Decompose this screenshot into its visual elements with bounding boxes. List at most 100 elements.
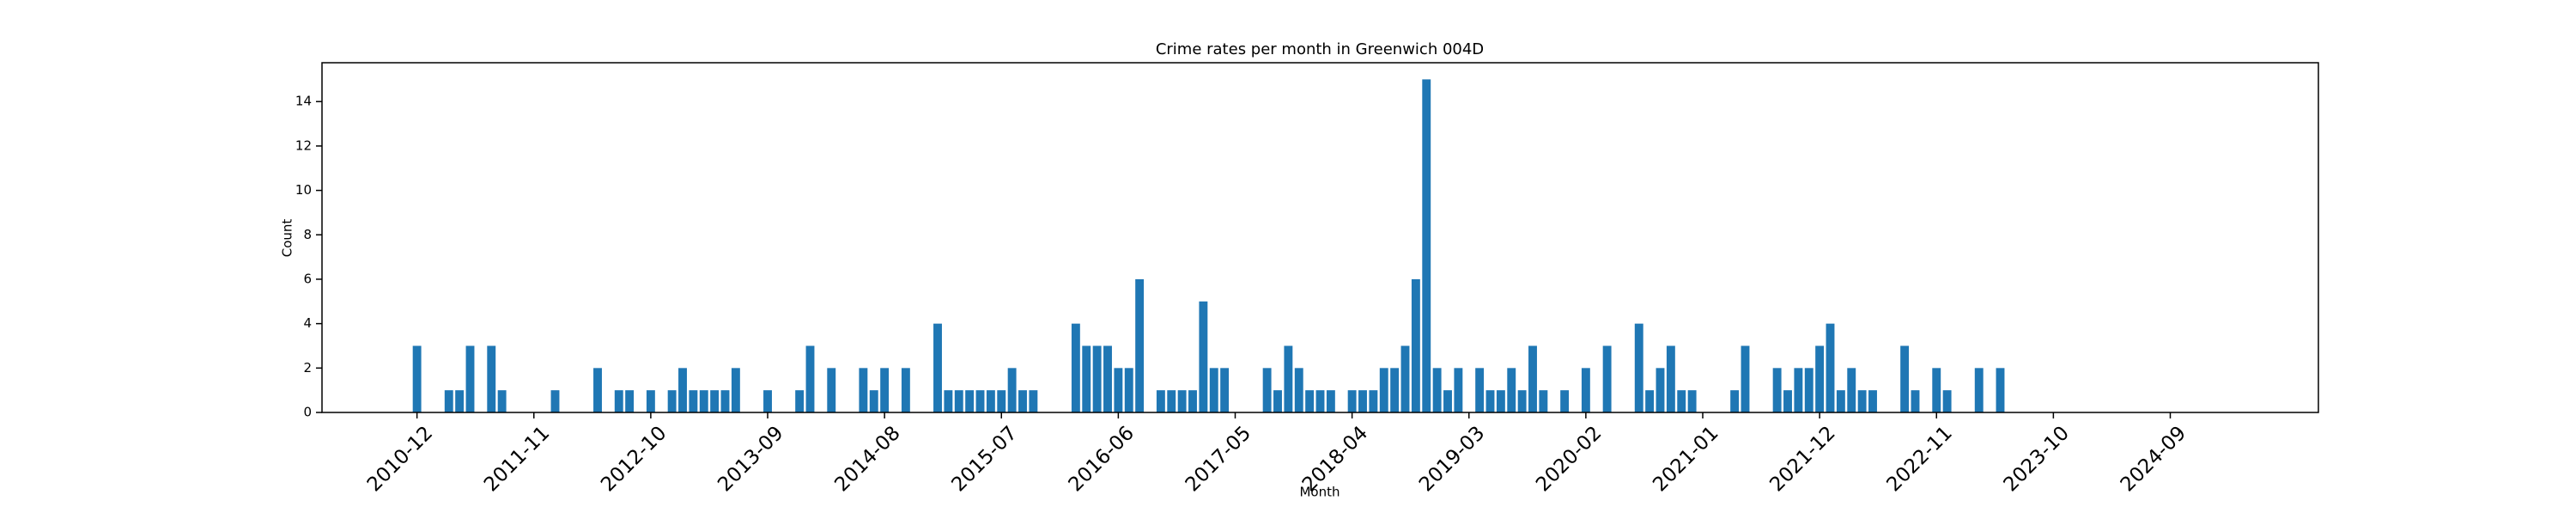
bar (455, 390, 465, 412)
bar (859, 368, 868, 412)
x-tick-label: 2020-02 (1532, 422, 1606, 496)
bar (1847, 368, 1856, 412)
bar (1645, 390, 1655, 412)
bar (1315, 390, 1325, 412)
bar (1666, 345, 1675, 412)
bar (731, 368, 740, 412)
bar (827, 368, 836, 412)
bar (487, 345, 496, 412)
bar (1177, 390, 1187, 412)
bar (1804, 368, 1814, 412)
x-tick-label: 2021-01 (1649, 422, 1722, 496)
bar (1687, 390, 1697, 412)
bar (1539, 390, 1548, 412)
bar (1432, 368, 1442, 412)
bar (1092, 345, 1102, 412)
bar (1305, 390, 1315, 412)
x-tick-label: 2013-09 (714, 422, 787, 496)
x-tick-label: 2010-12 (363, 422, 437, 496)
bar (1273, 390, 1282, 412)
bar (497, 390, 507, 412)
bar (1730, 390, 1740, 412)
bar (1942, 390, 1952, 412)
bar (1496, 390, 1505, 412)
bar (986, 390, 995, 412)
bar (1741, 345, 1750, 412)
bar (1167, 390, 1176, 412)
bar (1772, 368, 1782, 412)
bar (1507, 368, 1516, 412)
bar (1379, 368, 1388, 412)
bar (1156, 390, 1165, 412)
bar (1602, 345, 1612, 412)
bar (1560, 390, 1570, 412)
y-tick-label: 4 (303, 315, 312, 331)
bar (1900, 345, 1910, 412)
bar (1326, 390, 1335, 412)
bar (1857, 390, 1867, 412)
x-tick-label: 2014-08 (830, 422, 904, 496)
bar (933, 323, 942, 412)
bar (710, 390, 720, 412)
bar (1974, 368, 1984, 412)
bar (795, 390, 805, 412)
bar (869, 390, 878, 412)
bar (965, 390, 975, 412)
x-tick-label: 2019-03 (1415, 422, 1489, 496)
bar (1517, 390, 1527, 412)
bar (1209, 368, 1218, 412)
bar (1528, 345, 1537, 412)
bar (1262, 368, 1272, 412)
bar (1581, 368, 1590, 412)
bar (1358, 390, 1367, 412)
bar (625, 390, 635, 412)
bar (1220, 368, 1230, 412)
bar (1103, 345, 1112, 412)
bar (412, 345, 422, 412)
bar (1284, 345, 1293, 412)
bar (1082, 345, 1091, 412)
bar (720, 390, 730, 412)
bar (975, 390, 985, 412)
bar (1188, 390, 1197, 412)
x-tick-label: 2016-06 (1065, 422, 1139, 496)
y-axis-label: Count (280, 219, 295, 258)
bar (1932, 368, 1941, 412)
bar (1826, 323, 1835, 412)
chart-title: Crime rates per month in Greenwich 004D (1156, 40, 1484, 58)
bar (1634, 323, 1643, 412)
bar (1347, 390, 1357, 412)
bar (954, 390, 963, 412)
bar (646, 390, 655, 412)
bar (1018, 390, 1027, 412)
bar (1071, 323, 1080, 412)
bar (444, 390, 453, 412)
y-tick-label: 2 (303, 360, 312, 376)
x-tick-label: 2017-05 (1182, 422, 1255, 496)
y-tick-label: 10 (295, 182, 312, 198)
bar (1007, 368, 1017, 412)
bar (1199, 301, 1208, 412)
bar (997, 390, 1006, 412)
bar (1868, 390, 1877, 412)
bar (1114, 368, 1123, 412)
bar (614, 390, 623, 412)
bar (880, 368, 890, 412)
bar (1996, 368, 2005, 412)
bar (1135, 278, 1145, 412)
bar (1124, 368, 1133, 412)
bar (667, 390, 677, 412)
bar (1454, 368, 1463, 412)
bar (593, 368, 602, 412)
bar (1369, 390, 1378, 412)
bar (1911, 390, 1920, 412)
bar (1485, 390, 1495, 412)
x-tick-label: 2022-11 (1882, 422, 1956, 496)
bar (1656, 368, 1665, 412)
x-tick-label: 2024-09 (2117, 422, 2190, 496)
x-axis-label: Month (1299, 485, 1340, 500)
bar (1411, 278, 1420, 412)
bar (699, 390, 708, 412)
bar (1294, 368, 1303, 412)
